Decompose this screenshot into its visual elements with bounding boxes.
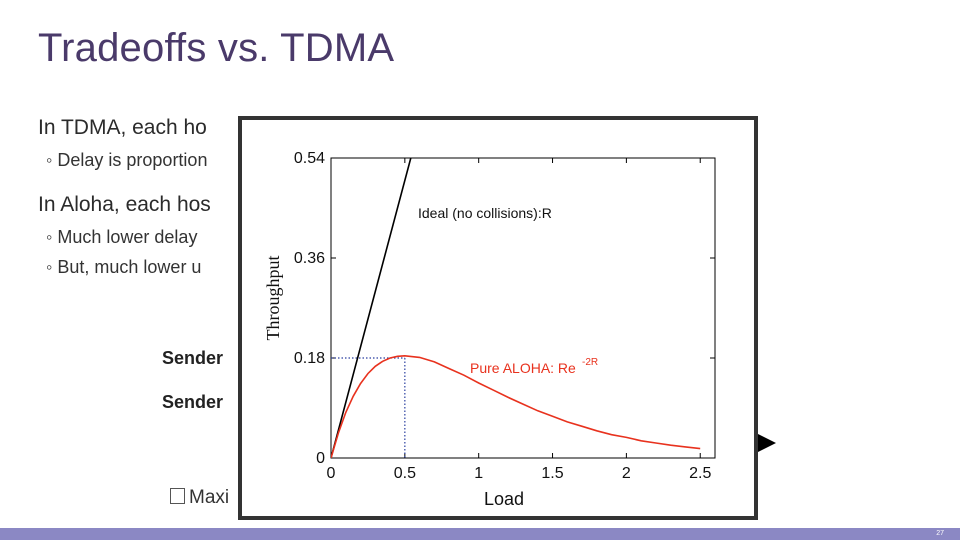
slide-title: Tradeoffs vs. TDMA	[38, 26, 395, 70]
x-tick-label: 0	[327, 465, 336, 482]
x-tick-label: 0.5	[394, 465, 416, 482]
y-tick-label: 0	[316, 450, 325, 467]
plot-area-border	[330, 157, 716, 459]
bullet-aloha: In Aloha, each hos	[38, 193, 211, 216]
series-line-ideal	[331, 158, 412, 458]
series-label-superscript: -2R	[582, 357, 598, 368]
y-tick-label: 0.36	[294, 250, 325, 267]
series-label-ideal: Ideal (no collisions):R	[418, 205, 552, 221]
sub-bullet-delay: ◦ Delay is proportion	[46, 150, 208, 170]
bullet-tdma: In TDMA, each ho	[38, 116, 207, 139]
sender-label-1: Sender	[162, 348, 224, 368]
y-axis-label: Throughput	[263, 256, 283, 341]
chart-svg: 0 0.5 1 1.5 2 2.5 0 0.18 0.36 0.54 Ideal (no colli…	[263, 150, 716, 509]
series-label-pure-aloha: Pure ALOHA: Re	[470, 360, 576, 376]
arrow-right-icon	[758, 434, 776, 452]
page-number: 27	[936, 530, 944, 537]
x-tick-label: 1	[474, 465, 483, 482]
throughput-chart: 0 0.5 1 1.5 2 2.5 0 0.18 0.36 0.54 Ideal (no colli…	[238, 116, 758, 520]
maxi-bullet: Maxi	[170, 487, 229, 509]
y-tick-label: 0.54	[294, 150, 325, 167]
sub-bullet-lower-utilization: ◦ But, much lower u	[46, 257, 202, 277]
y-tick-label: 0.18	[294, 350, 325, 367]
x-tick-label: 2.5	[689, 465, 711, 482]
maxi-text: Maxi	[189, 487, 230, 508]
series-line-pure-aloha	[331, 354, 701, 458]
x-tick-label: 2	[622, 465, 631, 482]
x-axis-label: Load	[484, 489, 524, 509]
footer-bar	[0, 528, 960, 540]
x-tick-label: 1.5	[541, 465, 563, 482]
sub-bullet-lower-delay: ◦ Much lower delay	[46, 227, 198, 247]
sender-label-2: Sender	[162, 392, 224, 412]
checkbox-icon	[170, 488, 185, 504]
